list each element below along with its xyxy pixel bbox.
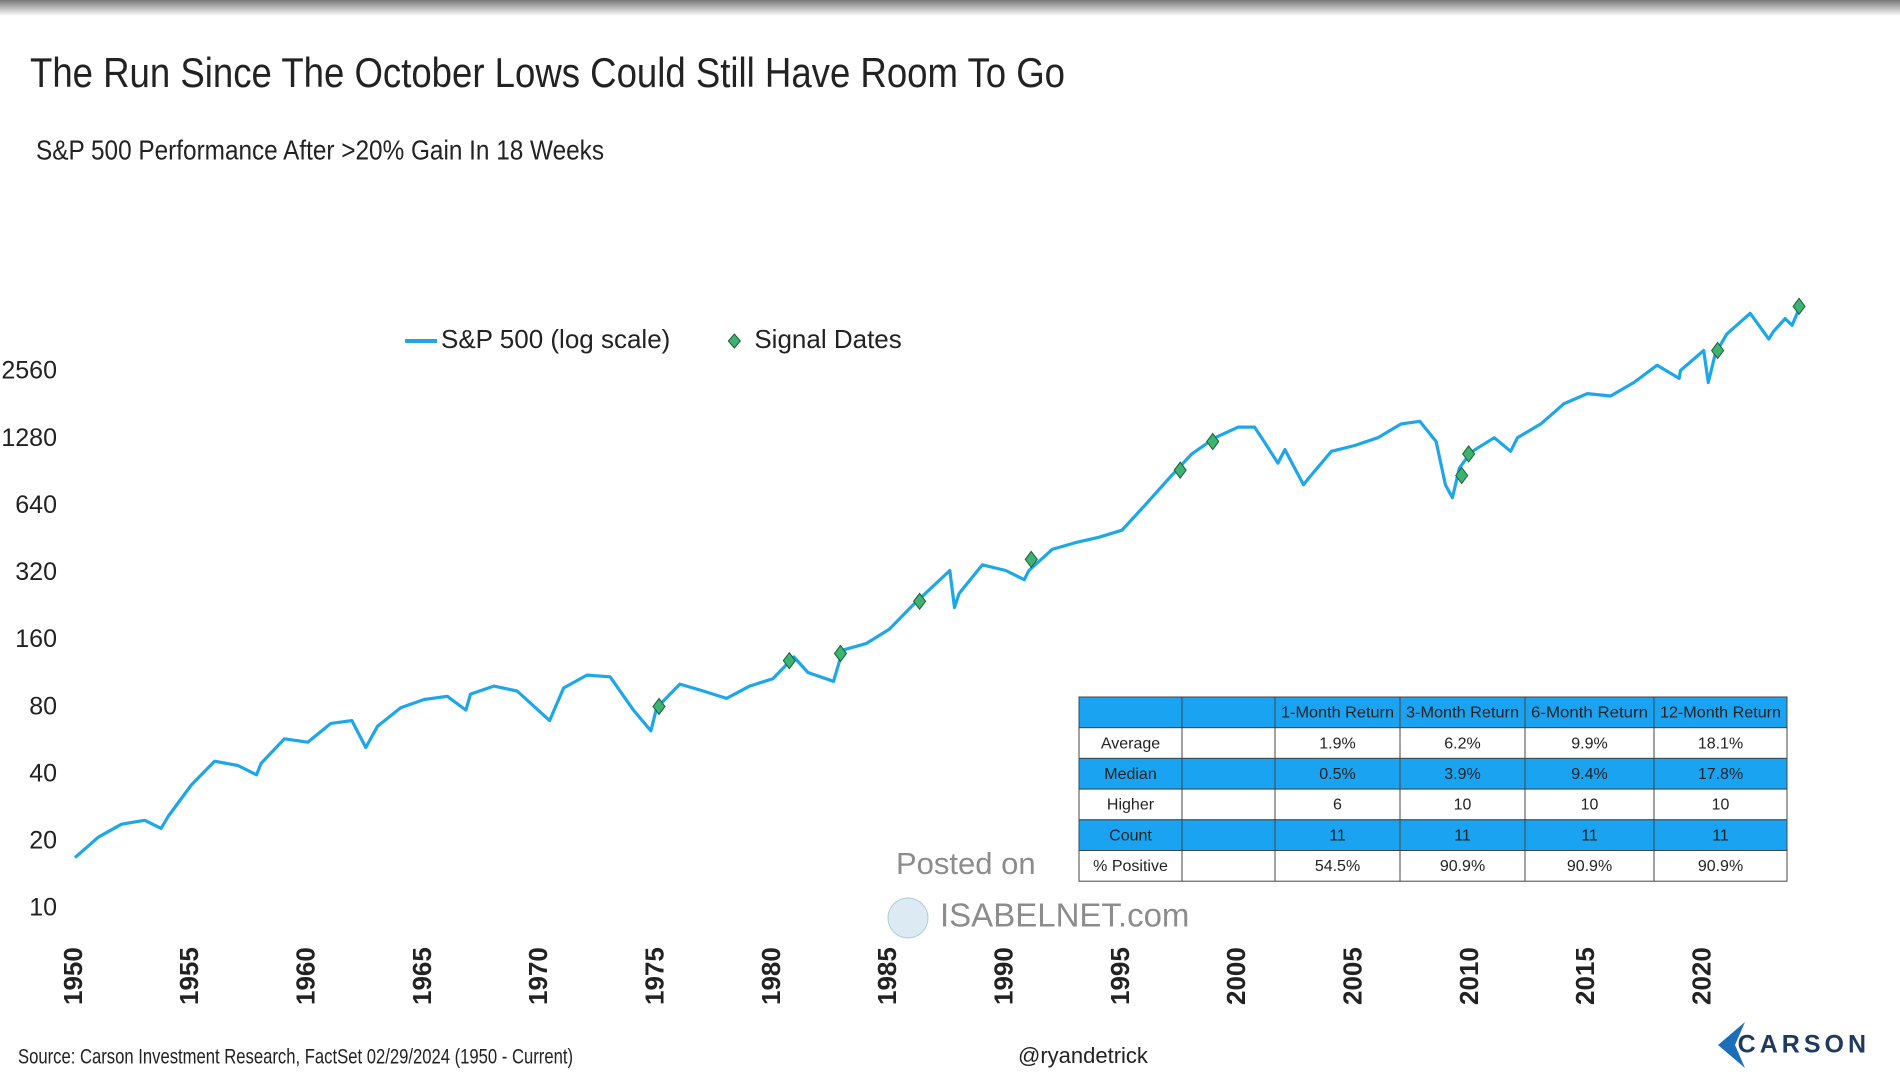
table-row-label: Average [1101,735,1160,752]
table-header: 12-Month Return [1660,705,1781,722]
chart-subtitle: S&P 500 Performance After >20% Gain In 1… [36,134,604,165]
table-cell: 90.9% [1567,858,1612,875]
table-cell: 10 [1581,797,1599,814]
table-cell: 1.9% [1319,735,1355,752]
y-tick-label: 320 [15,558,57,586]
signal-marker [1024,550,1038,569]
table-cell: 90.9% [1440,858,1485,875]
legend-swatch [727,333,741,349]
x-tick-label: 1995 [1105,947,1135,1005]
y-tick-label: 10 [29,894,57,922]
top-shadow [0,0,1900,16]
y-tick-label: 1280 [1,424,57,452]
table-row-label: Median [1104,766,1156,783]
signal-marker [833,644,848,663]
x-tick-label: 1975 [640,947,670,1005]
watermark-line1: Posted on [896,846,1036,881]
table-cell: 3.9% [1444,766,1480,783]
signal-marker [1206,432,1220,451]
table-header: 1-Month Return [1281,705,1394,722]
y-tick-label: 80 [29,692,57,720]
legend-label: S&P 500 (log scale) [441,324,670,354]
y-tick-label: 640 [15,491,57,519]
table-cell: 90.9% [1698,858,1743,875]
x-tick-label: 2000 [1221,947,1251,1005]
table-cell: 0.5% [1319,766,1355,783]
stats-table: 1-Month Return 3-Month Return 6-Month Retu… [1078,696,1788,882]
table-row [1078,757,1788,790]
signal-marker [1792,297,1806,316]
signal-marker [1173,461,1187,479]
x-tick-label: 1950 [58,947,88,1005]
x-tick-label: 1960 [291,947,321,1005]
x-tick-label: 1980 [756,947,786,1005]
table-header: 3-Month Return [1406,705,1519,722]
watermark: Posted on ISABELNET.com [887,846,1189,939]
plot-area [73,297,1806,859]
x-tick-label: 1990 [989,947,1019,1005]
table-cell: 10 [1712,797,1730,814]
x-tick-label: 2020 [1687,947,1717,1005]
table-cell: 11 [1581,827,1598,844]
watermark-icon [887,897,929,939]
legend: S&P 500 (log scale) Signal Dates [405,324,902,354]
y-tick-label: 160 [15,625,57,653]
axes: 10 20 40 80 160 320 640 1280 2560 1950 1955 1960 196… [1,357,1716,1005]
table-cell: 9.9% [1571,735,1607,752]
watermark-line2: ISABELNET.com [940,897,1189,934]
x-tick-label: 1965 [407,947,437,1005]
table-cell: 17.8% [1698,766,1743,783]
footer-handle: @ryandetrick [1018,1043,1149,1068]
chart-title: The Run Since The October Lows Could Sti… [30,49,1065,96]
y-tick-label: 40 [29,759,57,787]
y-tick-label: 2560 [1,357,57,385]
signal-marker [1455,466,1469,485]
table-cell: 11 [1329,827,1346,844]
table-cell: 10 [1454,797,1472,814]
x-tick-label: 2015 [1570,947,1600,1005]
table-header: 6-Month Return [1531,705,1648,722]
table-cell: 11 [1454,827,1471,844]
table-row-label: Higher [1107,797,1155,814]
signal-marker [652,697,666,716]
table-cell: 9.4% [1571,766,1607,783]
table-row [1078,727,1788,759]
footer-brand: CARSON [1738,1031,1870,1059]
table-cell: 6 [1333,797,1342,814]
legend-label: Signal Dates [754,324,901,354]
y-tick-label: 20 [29,826,57,854]
table-cell: 6.2% [1444,735,1480,752]
table-row [1078,788,1788,821]
sp500-line [73,304,1802,859]
signal-marker [782,651,796,670]
table-cell: 54.5% [1315,858,1360,875]
x-tick-label: 2010 [1454,947,1484,1005]
table-row [1078,850,1788,882]
signal-marker [912,592,927,611]
table-row-label: % Positive [1093,858,1168,875]
x-tick-label: 1985 [872,947,902,1005]
footer-source: Source: Carson Investment Research, Fact… [18,1046,573,1069]
table-row [1078,819,1788,851]
x-tick-label: 1955 [174,947,204,1005]
x-tick-label: 1970 [523,947,553,1005]
table-row-label: Count [1109,827,1152,844]
signal-marker [1711,341,1725,360]
x-tick-label: 2005 [1338,947,1368,1005]
table-cell: 11 [1712,827,1729,844]
table-cell: 18.1% [1698,735,1743,752]
brand-logo [1718,1022,1745,1068]
signal-marker [1462,445,1476,463]
